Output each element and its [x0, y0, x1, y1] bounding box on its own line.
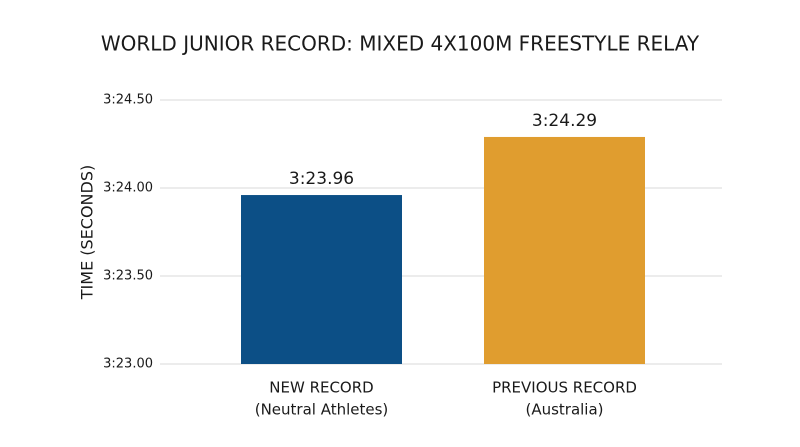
x-tick-label: (Australia)	[525, 401, 603, 419]
bar	[484, 136, 645, 364]
y-tick-label: 3:23.50	[103, 269, 153, 284]
value-label: 3:24.29	[532, 111, 597, 131]
x-tick-label: PREVIOUS RECORD	[492, 379, 637, 397]
x-tick-label: NEW RECORD	[269, 379, 373, 397]
y-tick-label: 3:24.00	[103, 181, 153, 196]
value-label: 3:23.96	[289, 169, 354, 189]
chart-title: WORLD JUNIOR RECORD: MIXED 4X100M FREEST…	[101, 32, 700, 56]
y-tick-label: 3:24.50	[103, 93, 153, 108]
y-axis-label: TIME (SECONDS)	[78, 165, 97, 300]
x-tick-label: (Neutral Athletes)	[255, 401, 389, 419]
bar	[241, 195, 402, 364]
y-tick-label: 3:23.00	[103, 357, 153, 372]
